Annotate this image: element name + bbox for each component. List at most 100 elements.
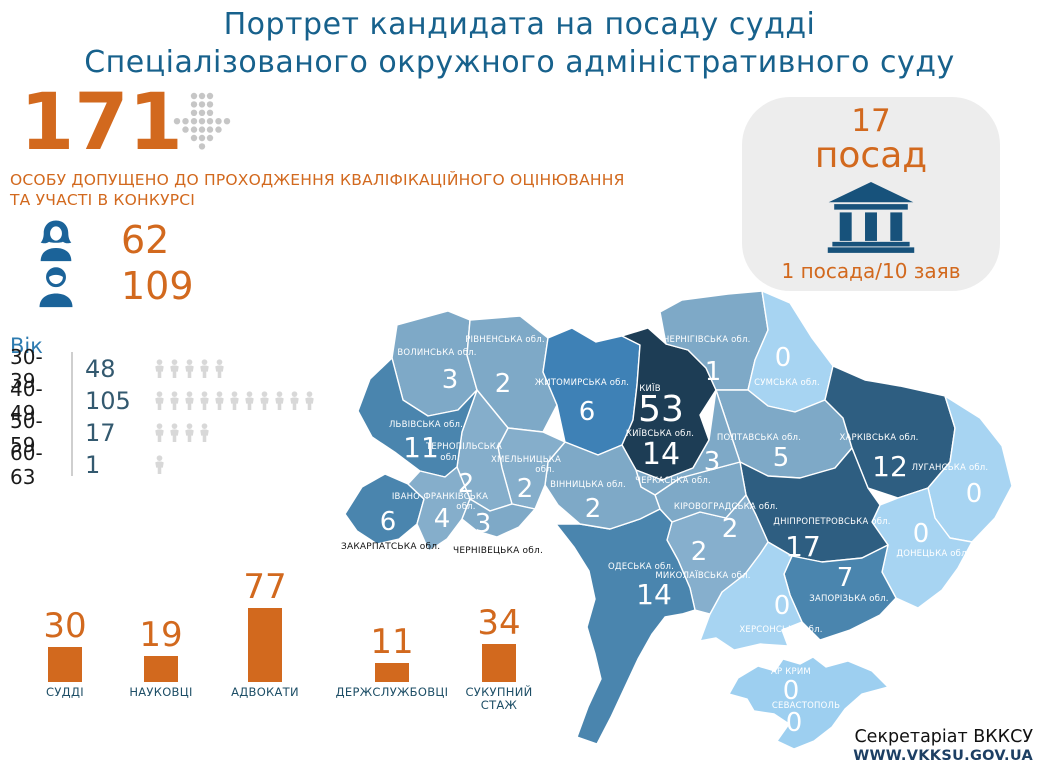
title-line-1: Портрет кандидата на посаду судді (223, 7, 816, 42)
age-pictogram (153, 359, 226, 379)
region-value-lviv: 11 (403, 431, 439, 464)
bar-group-judges: 30 (10, 609, 120, 682)
person-icon (245, 391, 254, 410)
age-divider (71, 352, 73, 476)
admitted-caption: ОСОБУ ДОПУЩЕНО ДО ПРОХОДЖЕННЯ КВАЛІФІКАЦ… (10, 170, 650, 210)
region-label-khmelnytskyi: ХМЕЛЬНИЦЬКА (491, 455, 561, 465)
region-label-kharkiv: ХАРКІВСЬКА обл. (839, 433, 918, 443)
person-icon (185, 359, 194, 378)
positions-count: 17 (851, 102, 891, 139)
person-icon (275, 391, 284, 410)
region-label-luhansk: ЛУГАНСЬКА обл. (912, 463, 989, 473)
region-value-chernivtsi: 3 (475, 509, 492, 539)
admitted-caption-line-2: ТА УЧАСТІ В КОНКУРСІ (10, 191, 196, 209)
person-icon (200, 423, 209, 442)
person-icon (170, 423, 179, 442)
positions-ratio: 1 посада/10 заяв (781, 259, 961, 284)
male-count: 109 (121, 264, 194, 308)
region-shape-rivne (466, 315, 558, 433)
bar-label-advocates: АДВОКАТИ (231, 685, 299, 699)
region-value-ivano-frankivsk: 4 (434, 504, 451, 534)
region-label-poltava: ПОЛТАВСЬКА обл. (717, 433, 801, 443)
map-regions (344, 290, 1013, 750)
person-icon (155, 423, 164, 442)
region-label-ivano-frankivsk: ІВАНО-ФРАНКІВСЬКА (392, 492, 488, 502)
region-label-zakarpattia: ЗАКАРПАТСЬКА обл. (341, 542, 440, 552)
age-row-50-59: 50-59 17 (10, 409, 209, 457)
region-label-cherkasy: ЧЕРКАСЬКА обл. (635, 476, 711, 486)
region-value-dnipro: 17 (785, 530, 821, 563)
person-icon (200, 359, 209, 378)
person-icon (155, 359, 164, 378)
region-shape-chernivtsi (461, 498, 536, 538)
age-range: 40-49 (10, 377, 43, 425)
region-label-zhytomyr: ЖИТОМИРСЬКА обл. (535, 378, 629, 388)
bar-label-civil-servants: ДЕРЖСЛУЖБОВЦІ (335, 685, 449, 699)
region-label-kyiv-obl: КИЇВСЬКА обл. (626, 428, 694, 439)
region-label-rivne: РІВНЕНСЬКА обл. (465, 335, 545, 345)
age-pictogram (153, 423, 211, 443)
age-header: Вік (10, 334, 43, 358)
bar-group-advocates: 77 (210, 570, 320, 682)
bar (482, 644, 516, 682)
region-label-kherson: ХЕРСОНСЬКА обл. (739, 625, 822, 635)
age-value: 17 (85, 419, 116, 447)
bar-value: 19 (139, 615, 183, 655)
region-label-kyiv-city: КИЇВ (639, 383, 661, 394)
person-icon (260, 391, 269, 410)
bar (375, 663, 409, 682)
footer: Секретаріат ВККСУ WWW.VKKSU.GOV.UA (853, 726, 1033, 764)
bar-group-total-experience: 34 (444, 606, 554, 682)
region-value-odesa: 14 (636, 578, 672, 611)
region-value-chernihiv: 1 (705, 357, 722, 387)
region-label-sevastopol: СЕВАСТОПОЛЬ (772, 701, 840, 711)
region-value-zhytomyr: 6 (579, 397, 596, 427)
male-row: 109 (33, 264, 194, 308)
region-label-chernivtsi: ЧЕРНІВЕЦЬКА обл. (453, 546, 543, 556)
region-label-donetsk: ДОНЕЦЬКА обл. (896, 549, 969, 559)
bar-label-scholars: НАУКОВЦІ (129, 685, 193, 699)
region-shape-volyn (391, 310, 478, 417)
region-label-dnipro: ДНІПРОПЕТРОВСЬКА обл. (773, 517, 890, 527)
person-icon (185, 391, 194, 410)
region-label2-ternopil: обл. (440, 453, 459, 463)
age-row-40-49: 40-49 105 (10, 377, 314, 425)
age-row-60-63: 60-63 1 (10, 441, 164, 489)
age-value: 1 (85, 451, 101, 479)
courthouse-icon (827, 182, 915, 254)
person-icon (305, 391, 314, 410)
region-value-kyiv-city: 53 (638, 389, 684, 430)
bar-label-judges: СУДДІ (46, 685, 84, 699)
footer-org: Секретаріат ВККСУ (854, 727, 1033, 747)
age-range: 30-39 (10, 345, 43, 393)
region-value-kyiv-obl: 14 (642, 437, 680, 472)
region-value-cherkasy: 3 (704, 447, 721, 477)
bar-value: 77 (243, 567, 287, 607)
region-shape-vinnytsia (544, 441, 661, 530)
region-value-kirovohrad: 2 (722, 514, 739, 544)
bar-value: 30 (43, 606, 87, 646)
region-value-ternopil: 2 (458, 469, 475, 499)
region-value-zakarpattia: 6 (380, 507, 397, 537)
region-label2-khmelnytskyi: обл. (535, 465, 554, 475)
region-label-zaporizhzhia: ЗАПОРІЗЬКА обл. (809, 594, 888, 604)
region-label-mykolaiv: МИКОЛАЇВСЬКА обл. (655, 570, 750, 581)
map-labels: ВОЛИНСЬКА обл. 3 РІВНЕНСЬКА обл. 2 ЖИТОМ… (341, 335, 988, 738)
region-label-ternopil: ТЕРНОПІЛЬСЬКА (425, 442, 502, 452)
person-icon (155, 391, 164, 410)
age-pictogram (153, 455, 166, 475)
person-icon (215, 359, 224, 378)
region-label-chernihiv: ЧЕРНІГІВСЬКА обл. (663, 335, 750, 345)
region-value-zaporizhzhia: 7 (837, 563, 854, 593)
person-icon (170, 359, 179, 378)
age-range: 50-59 (10, 409, 43, 457)
region-shape-crimea (728, 656, 889, 750)
age-range: 60-63 (10, 441, 43, 489)
bar-group-scholars: 19 (106, 618, 216, 682)
female-row: 62 (33, 218, 169, 262)
bar (248, 608, 282, 682)
region-value-vinnytsia: 2 (585, 494, 602, 524)
person-icon (200, 391, 209, 410)
region-label-lviv: ЛЬВІВСЬКА обл. (389, 420, 463, 430)
region-label-odesa: ОДЕСЬКА обл. (608, 562, 674, 572)
